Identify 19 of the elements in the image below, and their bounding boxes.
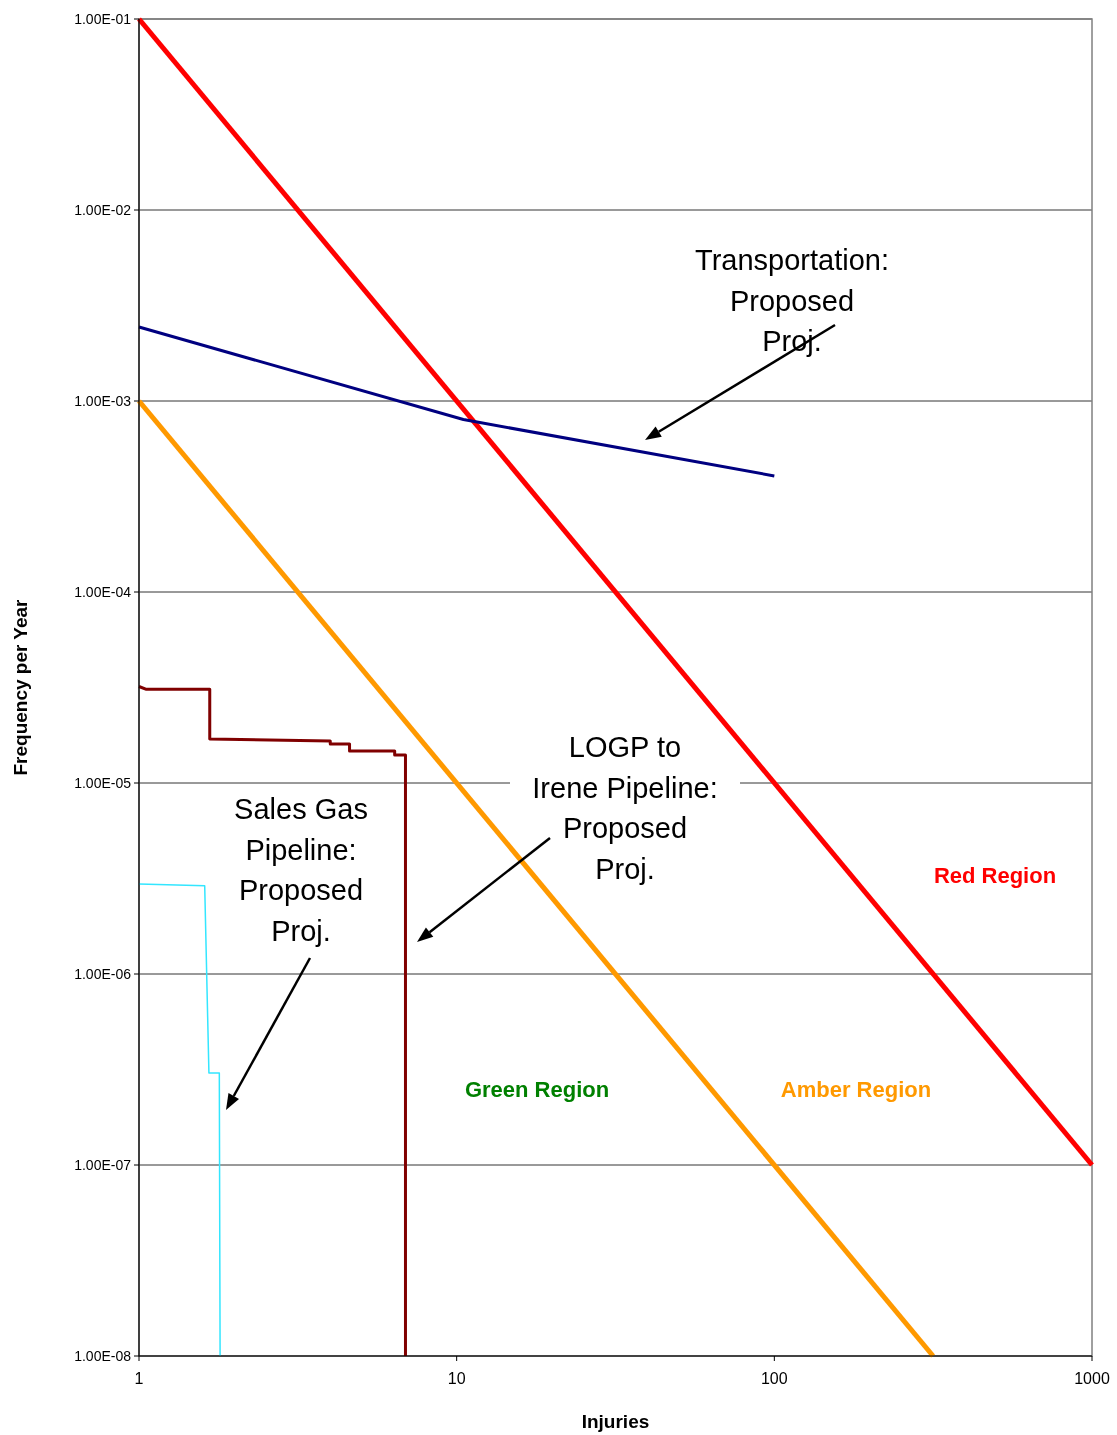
y-tick-label: 1.00E-02 [74, 201, 132, 218]
x-axis-title: Injuries [581, 1411, 650, 1432]
y-axis-title: Frequency per Year [10, 598, 31, 776]
y-tick-label: 1.00E-08 [74, 1347, 132, 1364]
y-tick-label: 1.00E-01 [74, 10, 132, 27]
x-tick-label: 100 [760, 1370, 788, 1387]
y-tick-label: 1.00E-07 [74, 1156, 132, 1173]
x-tick-label: 1 [134, 1370, 144, 1387]
y-tick-label: 1.00E-06 [74, 965, 132, 982]
y-tick-label: 1.00E-04 [74, 583, 132, 600]
x-tick-label: 10 [447, 1370, 466, 1387]
annotation: Red Region [933, 862, 1057, 888]
y-tick-label: 1.00E-03 [74, 392, 132, 409]
annotation: Green Region [464, 1076, 610, 1102]
annotation: Sales Gas Pipeline: Proposed Proj. [234, 793, 368, 947]
annotation: LOGP to Irene Pipeline: Proposed Proj. [532, 731, 718, 885]
annotation: Amber Region [780, 1076, 932, 1102]
y-tick-label: 1.00E-05 [74, 774, 132, 791]
x-tick-label: 1000 [1074, 1370, 1110, 1387]
